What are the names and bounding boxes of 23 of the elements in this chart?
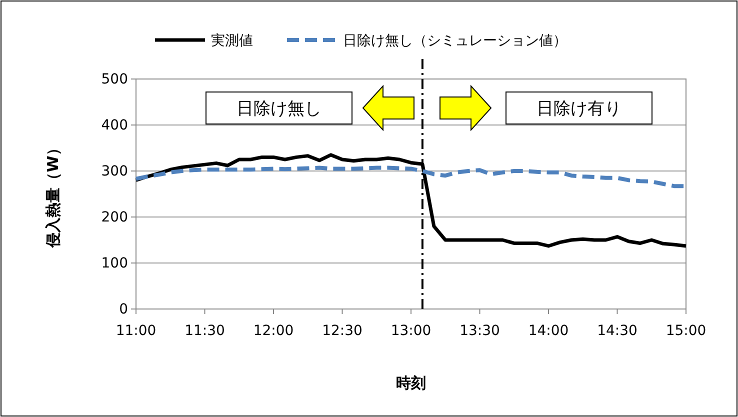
x-tick-label: 11:00: [116, 323, 156, 340]
legend-label: 日除け無し（シミュレーション値）: [343, 33, 567, 49]
y-tick-label: 0: [119, 301, 128, 318]
x-tick-label: 13:30: [460, 323, 500, 340]
y-axis-title: 侵入熱量（W）: [44, 140, 62, 248]
y-tick-label: 500: [101, 71, 128, 88]
y-tick-label: 300: [101, 163, 128, 180]
x-axis-title: 時刻: [396, 374, 426, 392]
label-box: 日除け無し: [206, 92, 352, 124]
x-tick-label: 11:30: [184, 323, 225, 340]
annotation: 日除け無し: [236, 99, 322, 119]
x-tick-label: 14:30: [597, 323, 638, 340]
annotation: 日除け有り: [536, 99, 622, 119]
y-tick-label: 200: [101, 209, 128, 226]
x-tick-label: 15:00: [666, 323, 706, 340]
y-tick-label: 400: [101, 117, 128, 134]
x-tick-label: 12:30: [322, 323, 362, 340]
legend-label: 実測値: [211, 33, 253, 49]
x-tick-label: 14:00: [528, 323, 569, 340]
y-tick-label: 100: [101, 255, 128, 272]
label-box: 日除け有り: [506, 92, 652, 124]
x-tick-label: 13:00: [390, 323, 432, 340]
x-tick-label: 12:00: [253, 323, 294, 340]
